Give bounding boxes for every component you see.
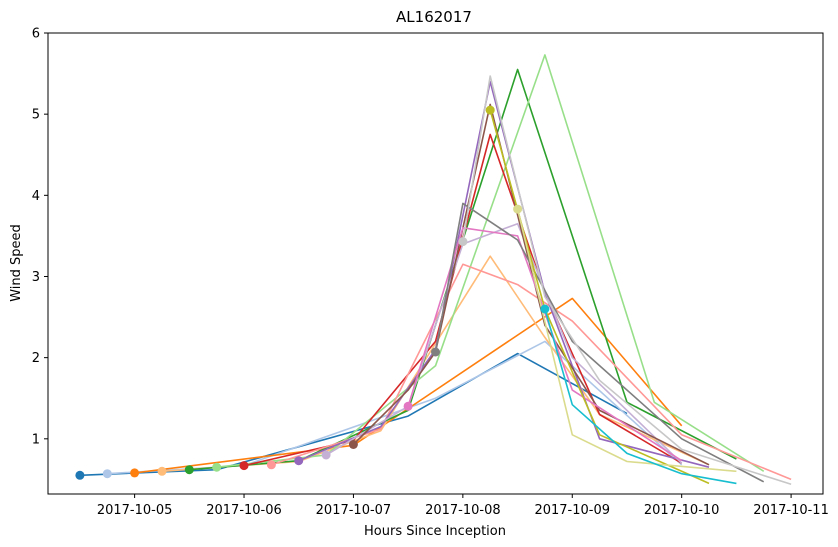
series-13 [431, 202, 765, 483]
series-16 [513, 204, 737, 473]
x-tick-label: 2017-10-05 [97, 503, 173, 518]
x-tick-label: 2017-10-06 [206, 503, 282, 518]
series-start-point [458, 237, 468, 247]
series-start-point [157, 466, 167, 476]
series-line [544, 308, 737, 485]
series-start-point [294, 456, 304, 466]
series-start-point [212, 462, 222, 472]
series-start-point [102, 469, 112, 479]
series-start-point [485, 105, 495, 115]
x-tick-label: 2017-10-07 [316, 503, 392, 518]
series-line [271, 263, 792, 481]
x-tick-label: 2017-10-10 [644, 503, 720, 518]
chart-title: AL162017 [396, 8, 472, 26]
plot-frame [47, 32, 824, 495]
series-start-point [75, 470, 85, 480]
series-11 [348, 103, 710, 466]
x-tick-label: 2017-10-09 [534, 503, 610, 518]
series-line [462, 75, 792, 486]
series-line [216, 54, 765, 472]
series-start-point [513, 204, 523, 214]
series-start-point [239, 461, 249, 471]
series-8 [266, 263, 792, 481]
series-line [79, 352, 628, 477]
series-line [298, 80, 710, 468]
series-start-point [540, 304, 550, 314]
series-12 [403, 227, 683, 462]
series-start-point [348, 440, 358, 449]
series-start-point [321, 450, 331, 460]
y-tick-label: 6 [32, 27, 40, 42]
y-tick-label: 4 [32, 189, 40, 204]
series-line [134, 297, 683, 474]
x-axis-ticks: 2017-10-05 2017-10-06 2017-10-07 2017-10-08… [97, 494, 829, 518]
y-tick-label: 2 [32, 351, 40, 366]
y-tick-label: 3 [32, 270, 40, 285]
series-1 [75, 352, 628, 480]
series-line [189, 68, 737, 471]
y-tick-label: 5 [32, 108, 40, 123]
series-10 [321, 222, 683, 464]
y-axis-ticks: 1 2 3 4 5 6 [32, 27, 48, 447]
x-tick-label: 2017-10-11 [753, 503, 829, 518]
series-line [434, 202, 765, 483]
y-tick-label: 1 [32, 432, 40, 447]
series-4 [157, 255, 710, 476]
series-start-point [431, 347, 440, 357]
series-start-point [266, 460, 276, 470]
series-start-point [130, 468, 140, 478]
y-axis-label: Wind Speed [9, 224, 24, 302]
series-layer [75, 54, 792, 486]
series-line [407, 227, 683, 462]
x-axis-label: Hours Since Inception [364, 524, 506, 539]
series-start-point [184, 465, 194, 475]
series-line [352, 103, 710, 466]
series-9 [294, 80, 710, 468]
series-17 [540, 304, 737, 485]
series-3 [130, 297, 683, 478]
series-line [325, 222, 683, 464]
x-tick-label: 2017-10-08 [425, 503, 501, 518]
series-start-point [403, 401, 413, 411]
series-line [516, 208, 737, 473]
series-14 [458, 75, 792, 486]
